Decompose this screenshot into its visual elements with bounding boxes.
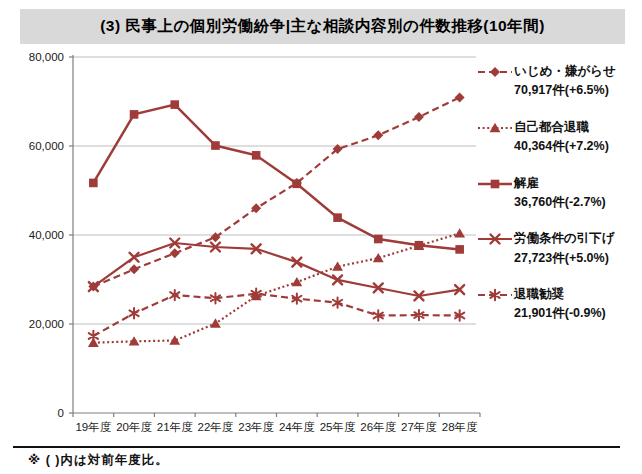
legend-text: 退職勧奨21,901件(-0.9%) <box>514 285 606 324</box>
legend-marker-asterisk-icon <box>478 287 512 303</box>
svg-text:24年度: 24年度 <box>279 421 315 433</box>
legend-item: 自己都合退職40,364件(+7.2%) <box>478 118 640 157</box>
legend-series-name: 退職勧奨 <box>514 285 606 304</box>
legend-text: 自己都合退職40,364件(+7.2%) <box>514 118 609 157</box>
legend-item: 労働条件の引下げ27,723件(+5.0%) <box>478 229 640 268</box>
svg-text:20,000: 20,000 <box>29 318 64 330</box>
title-bar: (3) 民事上の個別労働紛争|主な相談内容別の件数推移(10年間) <box>20 9 625 44</box>
y-axis-labels: 0 20,000 40,000 60,000 80,000 <box>29 51 64 419</box>
legend-series-name: 自己都合退職 <box>514 118 609 137</box>
svg-text:60,000: 60,000 <box>29 140 64 152</box>
legend-marker-x-icon <box>478 231 512 247</box>
legend-series-name: 労働条件の引下げ <box>514 229 615 248</box>
series-x <box>89 239 464 301</box>
chart-legend: いじめ・嫌がらせ70,917件(+6.5%) 自己都合退職40,364件(+7.2… <box>478 62 640 341</box>
legend-item: いじめ・嫌がらせ70,917件(+6.5%) <box>478 62 640 101</box>
svg-text:19年度: 19年度 <box>75 421 111 433</box>
axes <box>69 55 480 417</box>
footnote: ※ ( )内は対前年度比。 <box>28 452 169 469</box>
x-axis-labels: 19年度 20年度 21年度 22年度 23年度 24年度 25年度 26年度 27年度 28年度 <box>75 421 478 433</box>
legend-item: 解雇36,760件(-2.7%) <box>478 174 640 213</box>
page-title: (3) 民事上の個別労働紛争|主な相談内容別の件数推移(10年間) <box>100 17 545 34</box>
report-page: 0 20,000 40,000 60,000 80,000 19年度 20年度 21年度 22年… <box>0 0 642 474</box>
legend-text: 労働条件の引下げ27,723件(+5.0%) <box>514 229 615 268</box>
divider <box>13 446 620 448</box>
legend-series-name: 解雇 <box>514 174 606 193</box>
svg-text:25年度: 25年度 <box>320 421 356 433</box>
series-triangle <box>88 228 465 347</box>
legend-marker-diamond-icon <box>478 64 512 80</box>
series-square <box>89 100 464 253</box>
legend-text: 解雇36,760件(-2.7%) <box>514 174 606 213</box>
svg-text:80,000: 80,000 <box>29 51 64 63</box>
legend-series-value: 40,364件(+7.2%) <box>514 137 609 156</box>
svg-text:27年度: 27年度 <box>401 421 437 433</box>
series-diamond <box>88 92 464 291</box>
legend-item: 退職勧奨21,901件(-0.9%) <box>478 285 640 324</box>
gridlines <box>73 57 476 324</box>
series-asterisk <box>89 289 465 342</box>
legend-series-name: いじめ・嫌がらせ <box>514 62 616 81</box>
legend-marker-square-icon <box>478 176 512 192</box>
legend-series-value: 21,901件(-0.9%) <box>514 304 606 323</box>
svg-text:23年度: 23年度 <box>238 421 274 433</box>
svg-text:22年度: 22年度 <box>198 421 234 433</box>
svg-text:21年度: 21年度 <box>157 421 193 433</box>
svg-text:0: 0 <box>58 407 64 419</box>
svg-text:26年度: 26年度 <box>360 421 396 433</box>
svg-text:28年度: 28年度 <box>442 421 478 433</box>
legend-series-value: 36,760件(-2.7%) <box>514 193 606 212</box>
legend-series-value: 27,723件(+5.0%) <box>514 249 615 268</box>
svg-text:40,000: 40,000 <box>29 229 64 241</box>
legend-series-value: 70,917件(+6.5%) <box>514 81 616 100</box>
legend-text: いじめ・嫌がらせ70,917件(+6.5%) <box>514 62 616 101</box>
legend-marker-triangle-icon <box>478 120 512 136</box>
svg-text:20年度: 20年度 <box>116 421 152 433</box>
